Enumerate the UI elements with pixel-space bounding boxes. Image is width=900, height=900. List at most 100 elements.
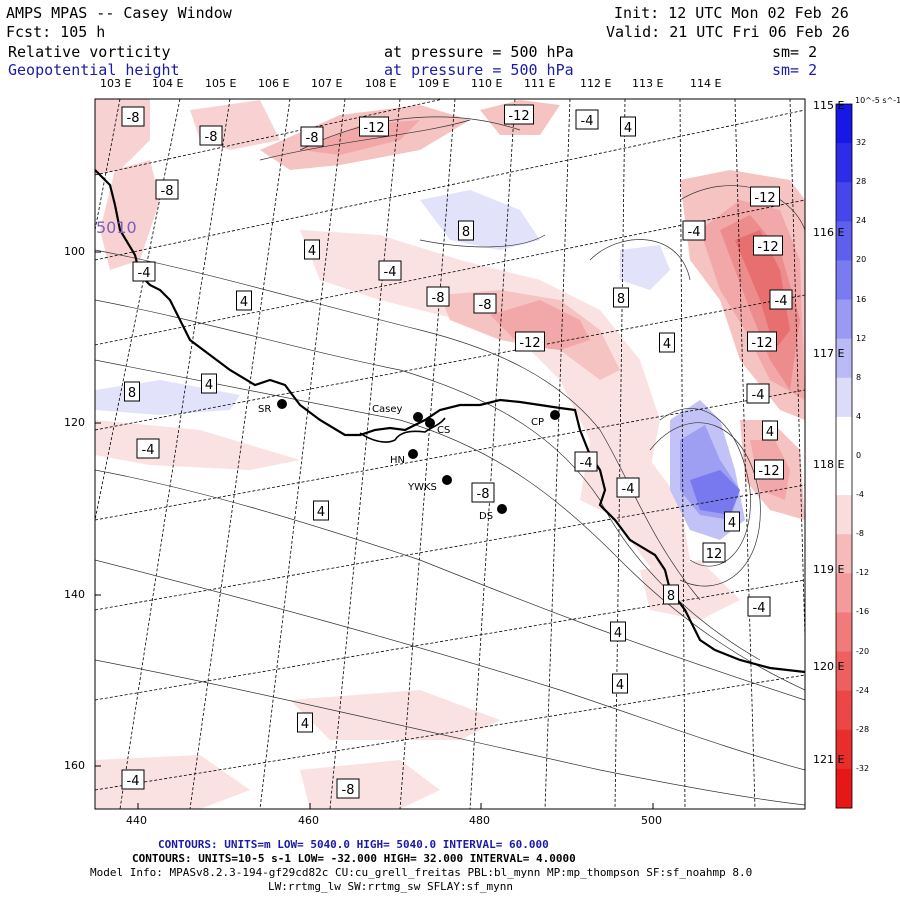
svg-text:-4: -4 — [622, 482, 635, 497]
field1-smoothing: sm= 2 — [772, 43, 818, 61]
contour-label-32: 4 — [724, 511, 740, 532]
colorbar-swatch-2 — [836, 182, 852, 222]
field1-name: Relative vorticity — [8, 43, 171, 61]
valid-time: Valid: 21 UTC Fri 06 Feb 26 — [606, 23, 850, 41]
station-label-ywks: YWKS — [408, 482, 437, 493]
station-label-ds: DS — [479, 511, 494, 522]
colorbar-tick-8: 0 — [856, 451, 862, 460]
svg-text:8: 8 — [667, 589, 675, 604]
station-label-sr: SR — [258, 404, 272, 415]
svg-text:4: 4 — [624, 121, 632, 136]
station-dot-sr — [277, 399, 287, 409]
contour-label-14: -12 — [515, 331, 545, 352]
footer-model-info-2: LW:rrtmg_lw SW:rrtmg_sw SFLAY:sf_mynn — [268, 880, 514, 893]
svg-text:4: 4 — [205, 378, 213, 393]
svg-text:-12: -12 — [363, 121, 384, 136]
contour-label-24: 8 — [124, 381, 140, 402]
contour-label-40: -4 — [682, 220, 706, 241]
plot-frame — [94, 98, 806, 810]
field2-name: Geopotential height — [8, 61, 180, 79]
svg-text:8: 8 — [462, 225, 470, 240]
vorticity-contours — [95, 116, 805, 806]
svg-text:8: 8 — [128, 386, 136, 401]
contour-label-7: -8 — [155, 179, 179, 200]
colorbar-swatch-14 — [836, 651, 852, 692]
svg-text:-4: -4 — [688, 225, 701, 240]
svg-text:-12: -12 — [751, 336, 772, 351]
station-dot-hn — [408, 449, 418, 459]
colorbar-tick-9: -4 — [856, 490, 864, 500]
svg-text:-12: -12 — [508, 109, 529, 124]
svg-text:-12: -12 — [519, 336, 540, 351]
svg-text:-4: -4 — [581, 114, 594, 129]
axis-ticks — [95, 251, 654, 809]
contour-label-6: 4 — [620, 116, 636, 137]
svg-text:-8: -8 — [306, 131, 319, 146]
contour-label-9: -4 — [132, 261, 156, 282]
colorbar-swatch-5 — [836, 299, 852, 340]
footer-contours-height: CONTOURS: UNITS=m LOW= 5040.0 HIGH= 5040… — [158, 838, 549, 851]
contour-label-20: 8 — [613, 287, 629, 308]
contour-label-27: -4 — [574, 451, 598, 472]
longitude-right-1: 116 E — [813, 226, 845, 239]
contour-label-16: -12 — [750, 186, 780, 207]
forecast-hour: Fcst: 105 h — [6, 23, 106, 41]
colorbar-swatch-13 — [836, 612, 852, 653]
longitude-top-3: 106 E — [258, 77, 290, 90]
contour-label-41: -8 — [336, 778, 360, 799]
station-dot-ywks — [442, 475, 452, 485]
colorbar-swatch-4 — [836, 260, 852, 301]
longitude-top-11: 114 E — [690, 77, 722, 90]
colorbar-tick-6: 8 — [856, 372, 862, 382]
colorbar-tick-13: -20 — [856, 646, 870, 656]
svg-text:4: 4 — [317, 505, 325, 520]
station-dot-casey — [413, 412, 423, 422]
station-label-casey: Casey — [372, 404, 403, 415]
longitude-top-9: 112 E — [580, 77, 612, 90]
longitude-top-7: 110 E — [471, 77, 503, 90]
contour-label-5: -4 — [575, 109, 599, 130]
svg-text:-4: -4 — [775, 294, 788, 309]
svg-text:-4: -4 — [384, 265, 397, 280]
contour-label-15: -8 — [426, 286, 450, 307]
contour-label-12: 4 — [236, 290, 252, 311]
svg-text:4: 4 — [240, 295, 248, 310]
contour-labels: -8 -8 -8 -12 -12 -4 4 -8 4 -4 -4 -8 4 8 -12 -8 -12 -12 -4 -… — [121, 104, 793, 799]
svg-text:4: 4 — [616, 678, 624, 693]
svg-text:4: 4 — [308, 244, 316, 259]
colorbar-tick-3: 20 — [856, 255, 867, 265]
contour-label-25: 4 — [762, 420, 778, 441]
longitude-top-1: 104 E — [152, 77, 184, 90]
longitude-top-2: 105 E — [205, 77, 237, 90]
longitude-right-5: 120 E — [813, 660, 845, 673]
colorbar-tick-7: 4 — [856, 411, 862, 421]
colorbar-swatch-8 — [836, 416, 852, 457]
colorbar-tick-0: 32 — [856, 138, 867, 148]
longitude-right-2: 117 E — [813, 347, 845, 360]
colorbar-swatch-16 — [836, 729, 852, 770]
contour-label-11: -8 — [473, 293, 497, 314]
colorbar-tick-14: -24 — [856, 685, 870, 695]
contour-label-21: 4 — [659, 332, 675, 353]
svg-text:-8: -8 — [432, 291, 445, 306]
x-tick-460: 460 — [298, 814, 319, 827]
contour-label-35: -4 — [747, 596, 771, 617]
model-title: AMPS MPAS -- Casey Window — [6, 4, 232, 22]
y-tick-120: 120 — [64, 416, 85, 429]
longitude-top-10: 113 E — [632, 77, 664, 90]
y-tick-160: 160 — [64, 759, 85, 772]
longitude-top-4: 107 E — [311, 77, 343, 90]
contour-label-34: 8 — [663, 584, 679, 605]
colorbar-tick-15: -28 — [856, 724, 870, 734]
colorbar-tick-4: 16 — [856, 294, 867, 304]
contour-label-23: 4 — [201, 373, 217, 394]
colorbar-swatch-1 — [836, 143, 852, 183]
station-dot-cp — [550, 410, 560, 420]
x-tick-480: 480 — [469, 814, 490, 827]
colorbar-swatch-3 — [836, 221, 852, 261]
contour-label-3: -12 — [359, 116, 389, 137]
svg-text:8: 8 — [617, 292, 625, 307]
colorbar-swatch-9 — [836, 456, 852, 496]
contour-label-8: 4 — [304, 239, 320, 260]
svg-text:-4: -4 — [580, 456, 593, 471]
